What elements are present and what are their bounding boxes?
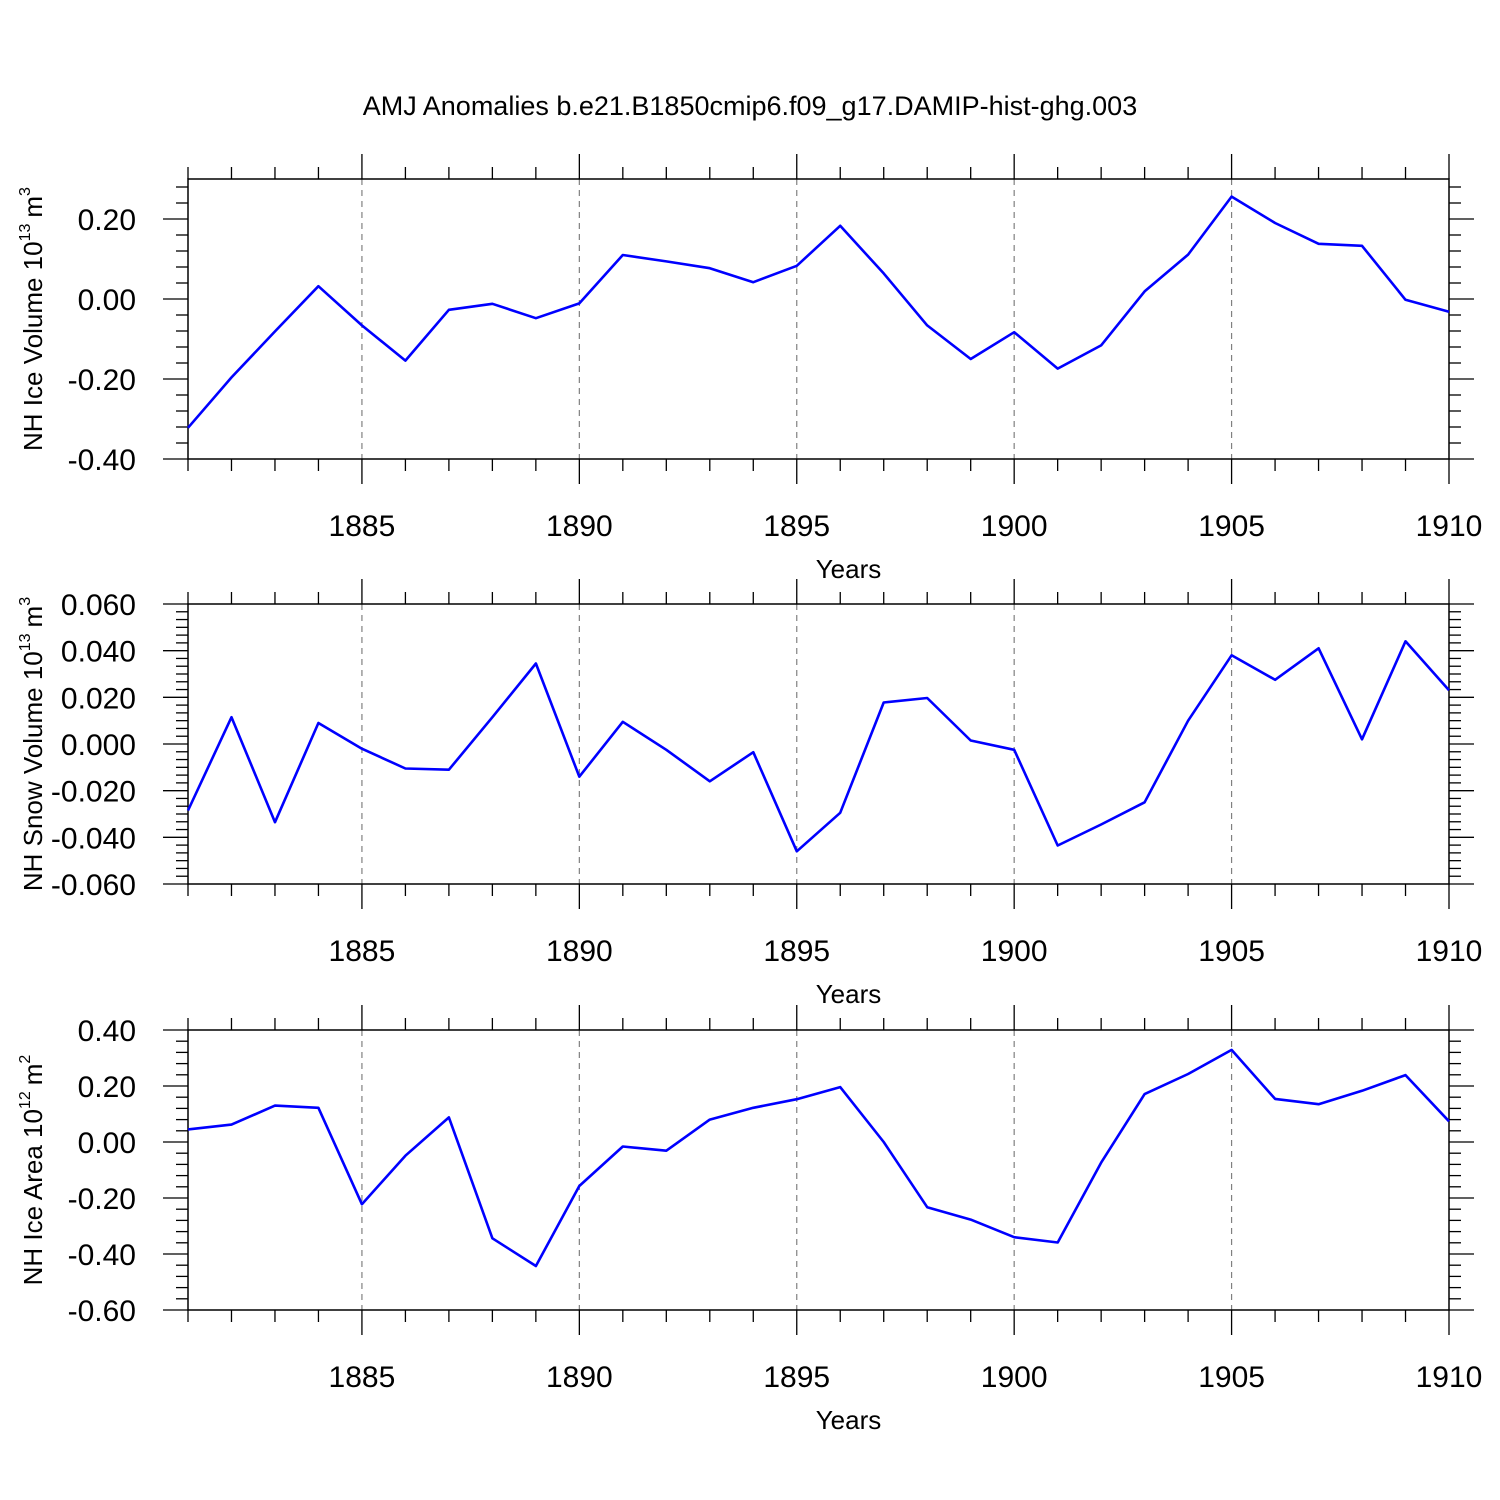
y-tick-label: 0.060 [61,589,136,622]
y-tick-label: 0.000 [61,729,136,762]
x-tick-label: 1905 [1198,510,1265,543]
panel-ice-area: 1885 1890 1895 1900 1905 1910 Years -0.60 -0.40 -… [17,1005,1482,1435]
y-tick-label: 0.20 [78,204,136,237]
y-tick-label: -0.020 [51,776,136,809]
x-tick-label: 1905 [1198,935,1265,968]
y-axis-label: NH Ice Area 1012 m2 [17,1055,48,1286]
plot-frame [187,178,1450,460]
x-tick-label: 1895 [763,935,830,968]
x-tick-label: 1885 [329,935,396,968]
figure-title: AMJ Anomalies b.e21.B1850cmip6.f09_g17.D… [363,91,1137,121]
x-tick-label: 1890 [546,510,613,543]
x-tick-label: 1910 [1416,935,1483,968]
y-axis-label: NH Ice Volume 1013 m3 [17,187,48,451]
y-axis-label-unit-exponent: 3 [17,187,34,196]
y-axis-label-unit: m [18,196,48,218]
y-axis-label-exponent: 13 [17,224,34,242]
y-tick-label: -0.20 [68,364,136,397]
series-line [187,195,1450,429]
x-tick-label: 1900 [981,1361,1048,1394]
y-tick-label: -0.20 [68,1183,136,1216]
panel-snow-volume: 1885 1890 1895 1900 1905 1910 Years -0.060 -0.04… [17,579,1482,1009]
y-tick-label: 0.00 [78,1127,136,1160]
x-axis-label: Years [816,979,882,1009]
series-line [186,639,1450,853]
x-tick-label: 1895 [763,1361,830,1394]
y-axis-label-exponent: 13 [17,633,34,651]
y-tick-label: -0.40 [68,444,136,477]
y-tick-label: -0.060 [51,869,136,902]
x-tick-label: 1910 [1416,1361,1483,1394]
y-axis-label-text: NH Ice Volume 10 [18,241,48,451]
x-tick-label: 1890 [546,935,613,968]
y-axis-label-unit-exponent: 2 [17,1055,34,1064]
x-axis-label: Years [816,554,882,584]
x-axis-label: Years [816,1405,882,1435]
plot-frame [187,1029,1450,1311]
y-axis-label-text: NH Snow Volume 10 [18,651,48,891]
y-axis-label-unit-exponent: 3 [17,597,34,606]
plot-frame [187,603,1450,885]
y-tick-label: 0.40 [78,1015,136,1048]
x-tick-label: 1895 [763,510,830,543]
x-tick-label: 1885 [329,510,396,543]
y-axis-label-text: NH Ice Area 10 [18,1109,48,1285]
y-axis-label: NH Snow Volume 1013 m3 [17,597,48,891]
y-axis-label-unit: m [18,606,48,628]
y-tick-label: -0.60 [68,1295,136,1328]
y-tick-label: -0.040 [51,822,136,855]
panel-ice-volume: 1885 1890 1895 1900 1905 1910 Years -0.40 -0.20 0… [17,154,1482,584]
y-tick-label: 0.00 [78,284,136,317]
x-tick-label: 1910 [1416,510,1483,543]
y-tick-label: 0.20 [78,1071,136,1104]
y-axis-label-exponent: 12 [17,1091,34,1109]
y-tick-label: -0.40 [68,1239,136,1272]
y-tick-label: 0.020 [61,682,136,715]
x-tick-label: 1905 [1198,1361,1265,1394]
x-tick-label: 1885 [329,1361,396,1394]
series-line [187,1048,1450,1268]
y-axis-label-unit: m [18,1064,48,1086]
x-tick-label: 1900 [981,510,1048,543]
x-tick-label: 1900 [981,935,1048,968]
x-tick-label: 1890 [546,1361,613,1394]
y-tick-label: 0.040 [61,636,136,669]
